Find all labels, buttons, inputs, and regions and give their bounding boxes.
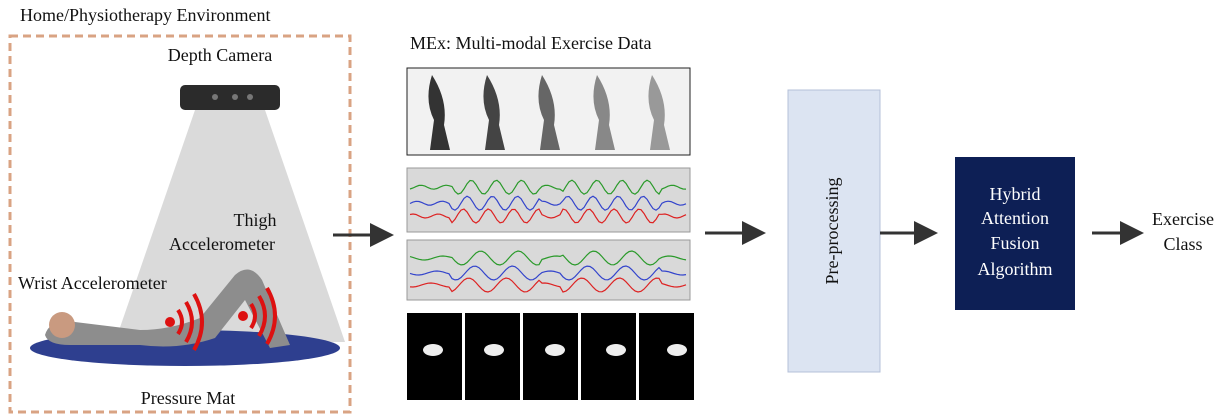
depth-silhouette bbox=[648, 75, 670, 150]
person-head bbox=[49, 312, 75, 338]
signal-trace bbox=[409, 195, 687, 211]
fusion-box bbox=[955, 157, 1075, 310]
fusion-label: Algorithm bbox=[978, 259, 1053, 279]
thigh-sensor bbox=[238, 311, 248, 321]
pressure-blob bbox=[667, 344, 687, 356]
pressure-frame bbox=[407, 313, 462, 400]
output-label: Exercise bbox=[1152, 209, 1214, 229]
depth-silhouette bbox=[538, 75, 560, 150]
pressure-blob bbox=[484, 344, 504, 356]
pressure-frame bbox=[639, 313, 694, 400]
camera-lens bbox=[247, 94, 253, 100]
signal-trace bbox=[409, 277, 687, 293]
wrist-sensor bbox=[165, 317, 175, 327]
signal-trace bbox=[409, 250, 687, 266]
camera-cone bbox=[115, 110, 345, 342]
pressure-blob bbox=[545, 344, 565, 356]
signal-trace bbox=[409, 265, 687, 281]
preprocessing-label: Pre-processing bbox=[822, 178, 842, 285]
pressure-blob bbox=[423, 344, 443, 356]
depth-silhouette bbox=[428, 75, 450, 150]
data-panels bbox=[406, 67, 694, 400]
thigh-label: Accelerometer bbox=[169, 234, 275, 254]
pressure-blob bbox=[606, 344, 626, 356]
pressure-frame bbox=[523, 313, 578, 400]
mat-label: Pressure Mat bbox=[141, 388, 235, 408]
depth-silhouette bbox=[593, 75, 615, 150]
fusion-label: Hybrid bbox=[990, 184, 1041, 204]
wrist-label: Wrist Accelerometer bbox=[18, 273, 167, 293]
camera-lens bbox=[212, 94, 218, 100]
fusion-label: Attention bbox=[981, 208, 1049, 228]
fusion-label: Fusion bbox=[990, 233, 1039, 253]
depth-camera bbox=[180, 85, 280, 110]
pressure-frame bbox=[581, 313, 636, 400]
camera-lens bbox=[232, 94, 238, 100]
output-label: Class bbox=[1163, 234, 1202, 254]
signal-trace bbox=[409, 208, 687, 224]
signal-waves bbox=[249, 287, 277, 345]
signal-panel bbox=[406, 167, 691, 233]
signal-panel bbox=[406, 239, 691, 301]
depth-silhouette bbox=[483, 75, 505, 150]
pressure-frame bbox=[465, 313, 520, 400]
preprocessing-box bbox=[787, 89, 881, 373]
camera-label: Depth Camera bbox=[168, 45, 272, 65]
thigh-label: Thigh bbox=[234, 210, 277, 230]
data-title: MEx: Multi-modal Exercise Data bbox=[410, 33, 651, 53]
signal-waves bbox=[176, 293, 204, 351]
signal-trace bbox=[409, 179, 687, 196]
environment-title: Home/Physiotherapy Environment bbox=[20, 5, 270, 25]
environment-box bbox=[8, 34, 352, 414]
person bbox=[45, 269, 290, 348]
